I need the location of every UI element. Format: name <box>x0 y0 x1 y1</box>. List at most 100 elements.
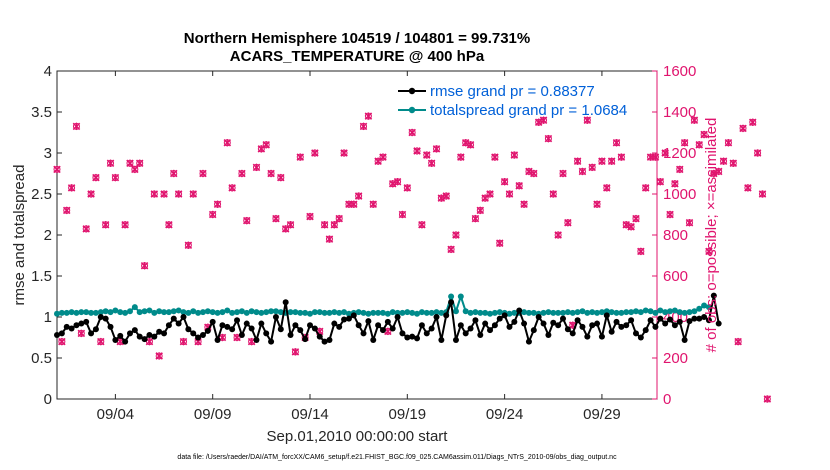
totalspread-marker <box>477 309 484 316</box>
left-tick-label: 1 <box>44 309 52 326</box>
assimilated-obs-marker <box>165 220 173 229</box>
assimilated-obs-marker <box>325 235 334 243</box>
assimilated-obs-marker <box>573 157 582 165</box>
assimilated-obs-marker <box>311 149 319 157</box>
assimilated-obs-marker <box>140 261 149 270</box>
rmse-marker <box>555 322 562 329</box>
x-tick-label: 09/24 <box>486 406 524 423</box>
totalspread-marker <box>457 293 464 300</box>
totalspread-marker <box>292 309 299 316</box>
assimilated-obs-marker <box>238 169 246 178</box>
totalspread-marker <box>404 309 411 316</box>
assimilated-obs-marker <box>174 190 183 198</box>
rmse-marker <box>662 320 669 327</box>
assimilated-obs-marker <box>578 167 587 176</box>
rmse-marker <box>263 330 270 337</box>
assimilated-obs-marker <box>486 190 494 198</box>
rmse-marker <box>389 325 396 332</box>
totalspread-marker <box>243 309 250 316</box>
assimilated-obs-marker <box>724 138 733 147</box>
rmse-marker <box>375 322 382 329</box>
totalspread-marker <box>647 308 654 315</box>
assimilated-obs-marker <box>272 214 280 223</box>
totalspread-marker <box>423 309 430 316</box>
assimilated-obs-marker <box>583 116 592 124</box>
assimilated-obs-marker <box>530 169 538 178</box>
totalspread-marker <box>569 309 576 316</box>
rmse-marker <box>161 330 168 337</box>
assimilated-obs-marker <box>369 200 378 209</box>
assimilated-obs-marker <box>525 167 533 176</box>
rmse-marker <box>628 317 635 324</box>
totalspread-marker <box>530 309 537 316</box>
assimilated-obs-marker <box>457 153 465 161</box>
assimilated-obs-marker <box>549 190 558 198</box>
rmse-marker <box>618 323 625 330</box>
rmse-marker <box>229 326 236 333</box>
assimilated-obs-marker <box>447 245 455 254</box>
assimilated-obs-marker <box>228 184 236 192</box>
assimilated-obs-marker <box>559 169 567 178</box>
totalspread-marker <box>107 309 114 316</box>
totalspread-marker <box>467 309 474 316</box>
assimilated-obs-marker <box>491 153 499 161</box>
legend-spread-label: totalspread grand pr = 1.0684 <box>430 102 627 119</box>
totalspread-marker <box>608 309 615 316</box>
rmse-marker <box>438 336 445 343</box>
assimilated-obs-marker <box>320 220 329 229</box>
rmse-marker <box>521 320 528 327</box>
rmse-marker <box>603 312 610 319</box>
rmse-marker <box>632 330 639 337</box>
rmse-marker <box>379 327 386 334</box>
assimilated-obs-marker <box>671 179 679 188</box>
rmse-marker <box>501 312 508 319</box>
left-axis-ticks: 0 0.5 1 1.5 2 2.5 3 3.5 4 <box>31 63 62 408</box>
assimilated-obs-marker <box>82 225 90 233</box>
rmse-marker <box>409 333 416 340</box>
assimilated-obs-marker <box>77 329 86 338</box>
data-file-footer: data file: /Users/raeder/DAI/ATM_forcXX/… <box>177 454 617 461</box>
totalspread-marker <box>691 308 698 315</box>
totalspread-marker <box>185 309 192 316</box>
totalspread-marker <box>564 309 571 316</box>
left-tick-label: 1.5 <box>31 268 52 285</box>
rmse-marker <box>112 336 119 343</box>
rmse-marker <box>462 330 469 337</box>
assimilated-obs-marker <box>135 159 144 168</box>
totalspread-marker <box>63 309 70 316</box>
assimilated-obs-marker <box>427 159 436 168</box>
assimilated-obs-marker <box>705 247 713 256</box>
rmse-marker <box>491 322 498 329</box>
rmse-marker <box>482 320 489 327</box>
rmse-marker <box>642 327 649 334</box>
rmse-marker <box>681 336 688 343</box>
y-axis-label-right: # of obs: o=possible; ×=assimilated <box>703 118 720 353</box>
totalspread-marker <box>287 309 294 316</box>
assimilated-obs-marker <box>350 200 358 209</box>
assimilated-obs-marker <box>101 220 110 229</box>
assimilated-obs-marker <box>379 153 387 161</box>
totalspread-marker <box>195 309 202 316</box>
assimilated-obs-marker <box>612 138 621 147</box>
rmse-marker <box>433 314 440 320</box>
assimilated-obs-marker <box>223 138 232 147</box>
left-tick-label: 2.5 <box>31 186 52 203</box>
rmse-marker <box>209 318 216 325</box>
rmse-marker <box>516 307 523 314</box>
x-tick-label: 09/04 <box>97 406 135 423</box>
rmse-marker <box>686 318 693 325</box>
assimilated-obs-marker <box>72 122 81 131</box>
totalspread-marker <box>676 309 683 316</box>
assimilated-obs-marker <box>603 184 611 192</box>
rmse-marker <box>705 317 712 324</box>
assimilated-obs-marker <box>111 173 120 182</box>
assimilated-obs-marker <box>739 124 747 133</box>
totalspread-marker <box>379 309 386 316</box>
rmse-marker <box>185 326 192 333</box>
rmse-marker <box>525 338 532 345</box>
y-axis-label-left: rmse and totalspread <box>11 165 28 306</box>
rmse-marker <box>608 328 615 335</box>
rmse-marker <box>175 320 182 327</box>
assimilated-obs-marker <box>199 169 207 178</box>
totalspread-marker <box>209 309 216 316</box>
